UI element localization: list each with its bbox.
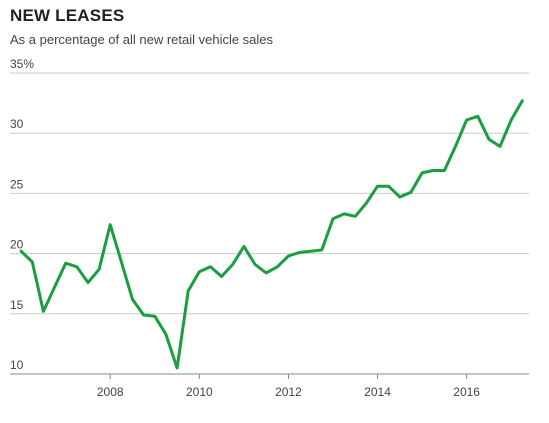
data-point xyxy=(443,169,446,172)
data-point xyxy=(187,289,190,292)
data-point xyxy=(387,185,390,188)
y-tick-label: 10 xyxy=(10,358,24,372)
chart-subtitle: As a percentage of all new retail vehicl… xyxy=(10,32,274,47)
data-point xyxy=(31,261,34,264)
series-line xyxy=(19,99,524,370)
data-point xyxy=(487,138,490,141)
data-point xyxy=(220,275,223,278)
data-point xyxy=(64,262,67,265)
data-point xyxy=(376,185,379,188)
data-point xyxy=(298,251,301,254)
data-point xyxy=(432,169,435,172)
data-point xyxy=(109,223,112,226)
y-tick-label: 25 xyxy=(10,177,24,191)
data-point xyxy=(98,268,101,271)
data-point xyxy=(20,250,23,253)
x-tick-label: 2008 xyxy=(97,385,124,399)
y-tick-label: 15 xyxy=(10,298,24,312)
data-point xyxy=(354,215,357,218)
data-point xyxy=(510,119,513,122)
data-point xyxy=(265,271,268,274)
y-tick-label: 20 xyxy=(10,238,24,252)
data-point xyxy=(365,202,368,205)
x-tick-label: 2012 xyxy=(275,385,302,399)
data-point xyxy=(231,263,234,266)
data-point xyxy=(254,263,257,266)
data-point xyxy=(131,298,134,301)
data-point xyxy=(276,265,279,268)
axes: 10 15 20 25 30 35% 2008 2010 2012 2014 2016 xyxy=(10,57,480,399)
y-tick-label: 30 xyxy=(10,117,24,131)
data-point xyxy=(87,281,90,284)
data-point xyxy=(53,286,56,289)
data-point xyxy=(120,261,123,264)
data-point xyxy=(242,245,245,248)
data-point xyxy=(454,145,457,148)
data-point xyxy=(164,333,167,336)
data-point xyxy=(142,314,145,317)
x-tick-label: 2014 xyxy=(364,385,391,399)
data-point xyxy=(476,115,479,118)
data-point xyxy=(343,212,346,215)
data-point xyxy=(153,315,156,318)
x-tick-label: 2010 xyxy=(186,385,213,399)
x-tick-label: 2016 xyxy=(453,385,480,399)
data-point xyxy=(421,171,424,174)
data-point xyxy=(465,119,468,122)
data-point xyxy=(521,99,524,102)
data-point xyxy=(42,310,45,313)
gridlines xyxy=(10,72,529,375)
data-point xyxy=(398,196,401,199)
data-point xyxy=(499,145,502,148)
data-point xyxy=(209,265,212,268)
y-tick-label: 35% xyxy=(10,57,34,71)
data-point xyxy=(287,255,290,258)
data-point xyxy=(409,191,412,194)
data-point xyxy=(320,249,323,252)
data-point xyxy=(198,270,201,273)
data-point xyxy=(75,265,78,268)
chart-title: NEW LEASES xyxy=(10,6,125,25)
data-point xyxy=(332,217,335,220)
data-point xyxy=(176,367,179,370)
series-layer xyxy=(19,99,524,370)
data-point xyxy=(309,250,312,253)
